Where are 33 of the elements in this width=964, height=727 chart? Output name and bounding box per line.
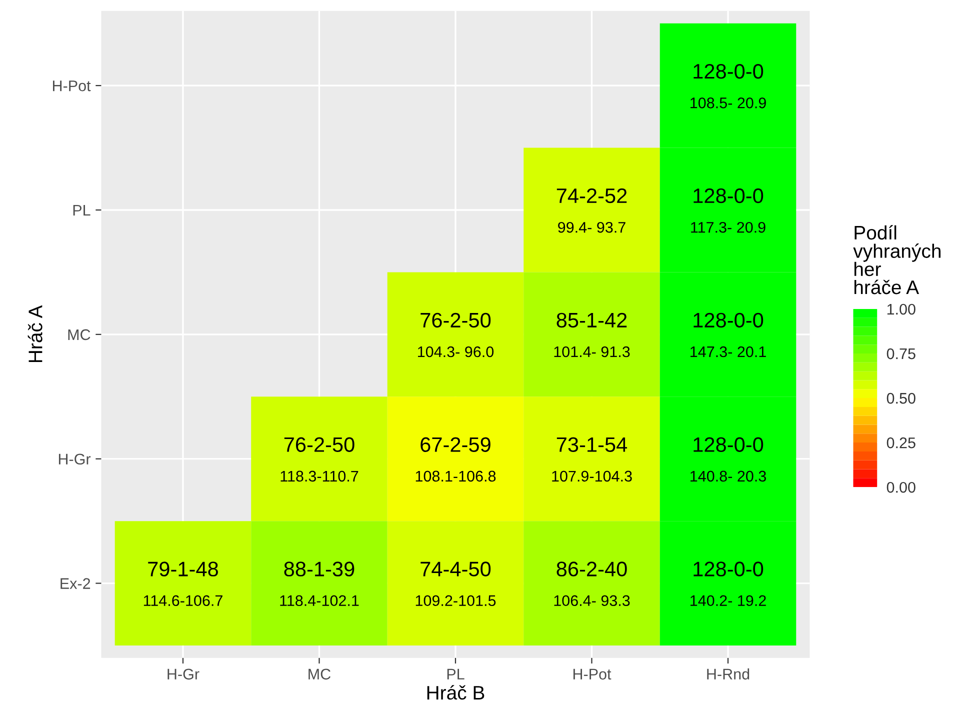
- data-label: 74-4-50 109.2-101.5: [416, 562, 496, 606]
- color-bar-label: 0.00: [886, 482, 916, 493]
- color-bar-label: 1.00: [887, 304, 916, 315]
- data-label: 88-1-39 118.4-102.1: [280, 562, 359, 606]
- y-tick-label: H-Gr: [58, 454, 91, 465]
- color-bar-label: 0.75: [886, 348, 916, 360]
- data-label: 85-1-42 101.4- 91.3: [554, 312, 630, 358]
- x-axis-title: Hráč B: [427, 685, 484, 700]
- color-bar-label: 0.25: [886, 437, 916, 448]
- y-tick-label: Ex-2: [60, 578, 90, 589]
- y-tick-label: PL: [73, 205, 90, 216]
- x-tick-label: PL: [447, 668, 464, 680]
- data-label: 79-1-48 114.6-106.7: [144, 562, 222, 606]
- x-tick-label: MC: [308, 668, 331, 680]
- data-label: 86-2-40 106.4- 93.3: [554, 562, 630, 606]
- data-label: 128-0-0 140.8- 20.3: [690, 437, 766, 482]
- y-axis-title: Hráč A: [28, 305, 42, 362]
- color-bar-label: 0.50: [886, 392, 916, 404]
- x-tick-label: H-Gr: [168, 668, 200, 680]
- color-bar-title: Podíl vyhraných her hráče A: [853, 225, 940, 294]
- data-label: 128-0-0 108.5- 20.9: [690, 64, 766, 108]
- data-label: 76-2-50 104.3- 96.0: [418, 312, 494, 358]
- data-label: 74-2-52 99.4- 93.7: [556, 188, 627, 233]
- x-tick-label: H-Pot: [573, 668, 612, 680]
- x-tick-label: H-Rnd: [707, 668, 750, 680]
- data-label: 76-2-50 118.3-110.7: [280, 437, 358, 482]
- data-label: 67-2-59 108.1-106.8: [416, 437, 496, 482]
- y-tick-label: H-Pot: [53, 80, 91, 92]
- data-label: 73-1-54 107.9-104.3: [552, 437, 632, 482]
- y-tick-label: MC: [68, 329, 90, 340]
- data-label: 128-0-0 147.3- 20.1: [690, 312, 766, 358]
- data-label: 128-0-0 140.2- 19.2: [690, 562, 766, 606]
- data-label: 128-0-0 117.3- 20.9: [691, 188, 766, 233]
